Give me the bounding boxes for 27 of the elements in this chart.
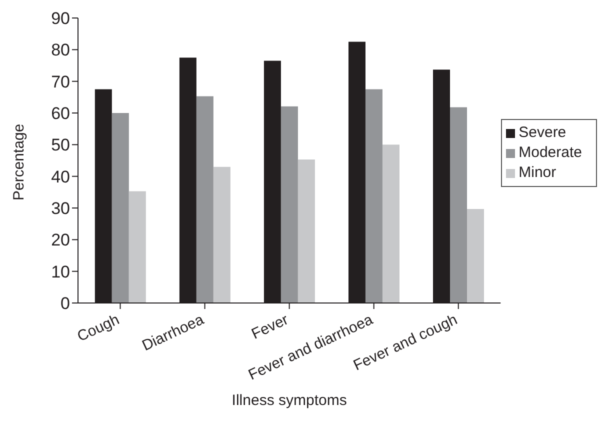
x-axis-title: Illness symptoms	[232, 392, 347, 409]
y-tick-label: 90	[51, 9, 70, 28]
y-tick-label: 60	[51, 104, 70, 124]
bar	[382, 144, 400, 303]
y-tick-label: 50	[51, 136, 70, 155]
bar	[112, 113, 129, 303]
bar	[467, 208, 484, 303]
bar	[365, 89, 382, 303]
bar	[450, 107, 468, 303]
bar	[213, 166, 230, 303]
legend-label: Moderate	[518, 144, 582, 161]
y-tick-label: 20	[51, 230, 70, 250]
x-tick-label: Cough	[74, 311, 122, 346]
bar	[196, 96, 214, 303]
y-tick-label: 30	[51, 199, 70, 218]
bar	[298, 160, 315, 303]
legend-label: Severe	[518, 124, 566, 141]
bar	[128, 191, 146, 303]
y-axis-title: Percentage	[10, 124, 28, 200]
y-tick-label: 70	[51, 72, 70, 92]
legend-label: Minor	[518, 164, 556, 181]
y-tick-label: 40	[51, 167, 70, 186]
y-tick-label: 0	[60, 294, 70, 314]
y-tick-label: 80	[51, 40, 70, 60]
x-tick-label: Fever	[249, 311, 292, 343]
bar	[280, 106, 298, 303]
y-tick-label: 10	[51, 262, 70, 282]
